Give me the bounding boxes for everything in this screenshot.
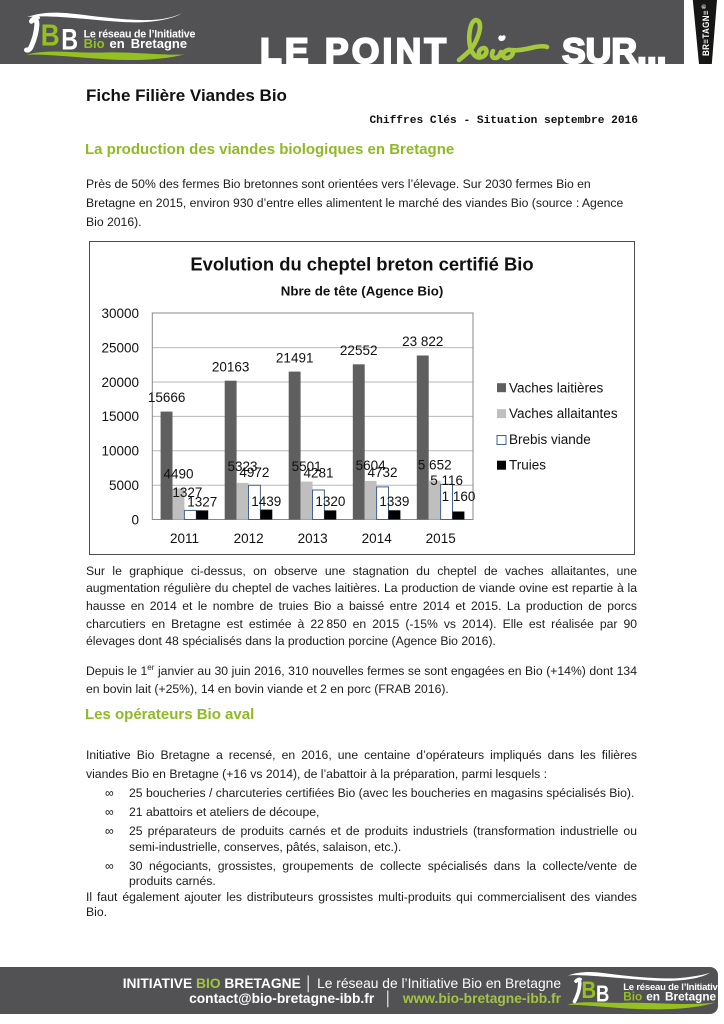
svg-text:2012: 2012	[234, 531, 264, 546]
svg-text:Brebis viande: Brebis viande	[509, 432, 591, 447]
svg-text:1339: 1339	[379, 494, 409, 509]
svg-text:Truies: Truies	[509, 458, 546, 473]
svg-text:2014: 2014	[362, 531, 393, 546]
svg-text:2011: 2011	[170, 531, 199, 546]
svg-text:1320: 1320	[315, 494, 345, 509]
svg-text:Evolution du cheptel breton ce: Evolution du cheptel breton certifié Bio	[190, 254, 533, 275]
svg-text:4490: 4490	[163, 466, 193, 481]
svg-text:15000: 15000	[101, 409, 139, 424]
svg-text:B: B	[61, 23, 78, 56]
svg-text:0: 0	[131, 513, 139, 528]
svg-text:Vaches allaitantes: Vaches allaitantes	[509, 406, 618, 421]
svg-text:2015: 2015	[426, 531, 456, 546]
svg-text:1 160: 1 160	[442, 489, 476, 504]
svg-text:5604: 5604	[356, 458, 387, 473]
svg-text:Nbre de tête (Agence Bio): Nbre de tête (Agence Bio)	[281, 283, 444, 298]
svg-text:1439: 1439	[251, 494, 281, 509]
svg-text:15666: 15666	[148, 390, 186, 405]
svg-text:22552: 22552	[340, 343, 378, 358]
svg-text:B: B	[596, 982, 609, 1007]
svg-text:20163: 20163	[212, 360, 250, 375]
svg-text:Le réseau de l’Initiative: Le réseau de l’Initiative	[84, 28, 196, 40]
svg-text:25000: 25000	[101, 340, 139, 355]
svg-text:5 116: 5 116	[430, 473, 463, 488]
svg-text:B: B	[582, 976, 597, 1003]
svg-text:4972: 4972	[239, 465, 269, 480]
svg-text:20000: 20000	[101, 375, 139, 390]
svg-text:BR≡TAGN≡: BR≡TAGN≡	[700, 10, 711, 56]
svg-text:5 652: 5 652	[418, 457, 452, 472]
svg-text:4732: 4732	[367, 465, 397, 480]
svg-text:B: B	[41, 19, 60, 53]
svg-text:1327: 1327	[172, 485, 202, 500]
svg-text:Le réseau de l’Initiative: Le réseau de l’Initiative	[623, 982, 720, 993]
svg-text:10000: 10000	[101, 444, 139, 459]
svg-text:4281: 4281	[303, 466, 333, 481]
svg-text:5323: 5323	[227, 459, 257, 474]
svg-text:23 822: 23 822	[402, 334, 443, 349]
svg-text:5501: 5501	[292, 459, 322, 474]
svg-text:Vaches laitières: Vaches laitières	[509, 380, 604, 395]
svg-text:5000: 5000	[109, 478, 139, 493]
svg-text:30000: 30000	[101, 306, 139, 321]
svg-text:21491: 21491	[276, 351, 314, 366]
svg-text:2013: 2013	[298, 531, 328, 546]
svg-text:1327: 1327	[187, 494, 217, 509]
svg-text:®: ®	[700, 4, 708, 9]
